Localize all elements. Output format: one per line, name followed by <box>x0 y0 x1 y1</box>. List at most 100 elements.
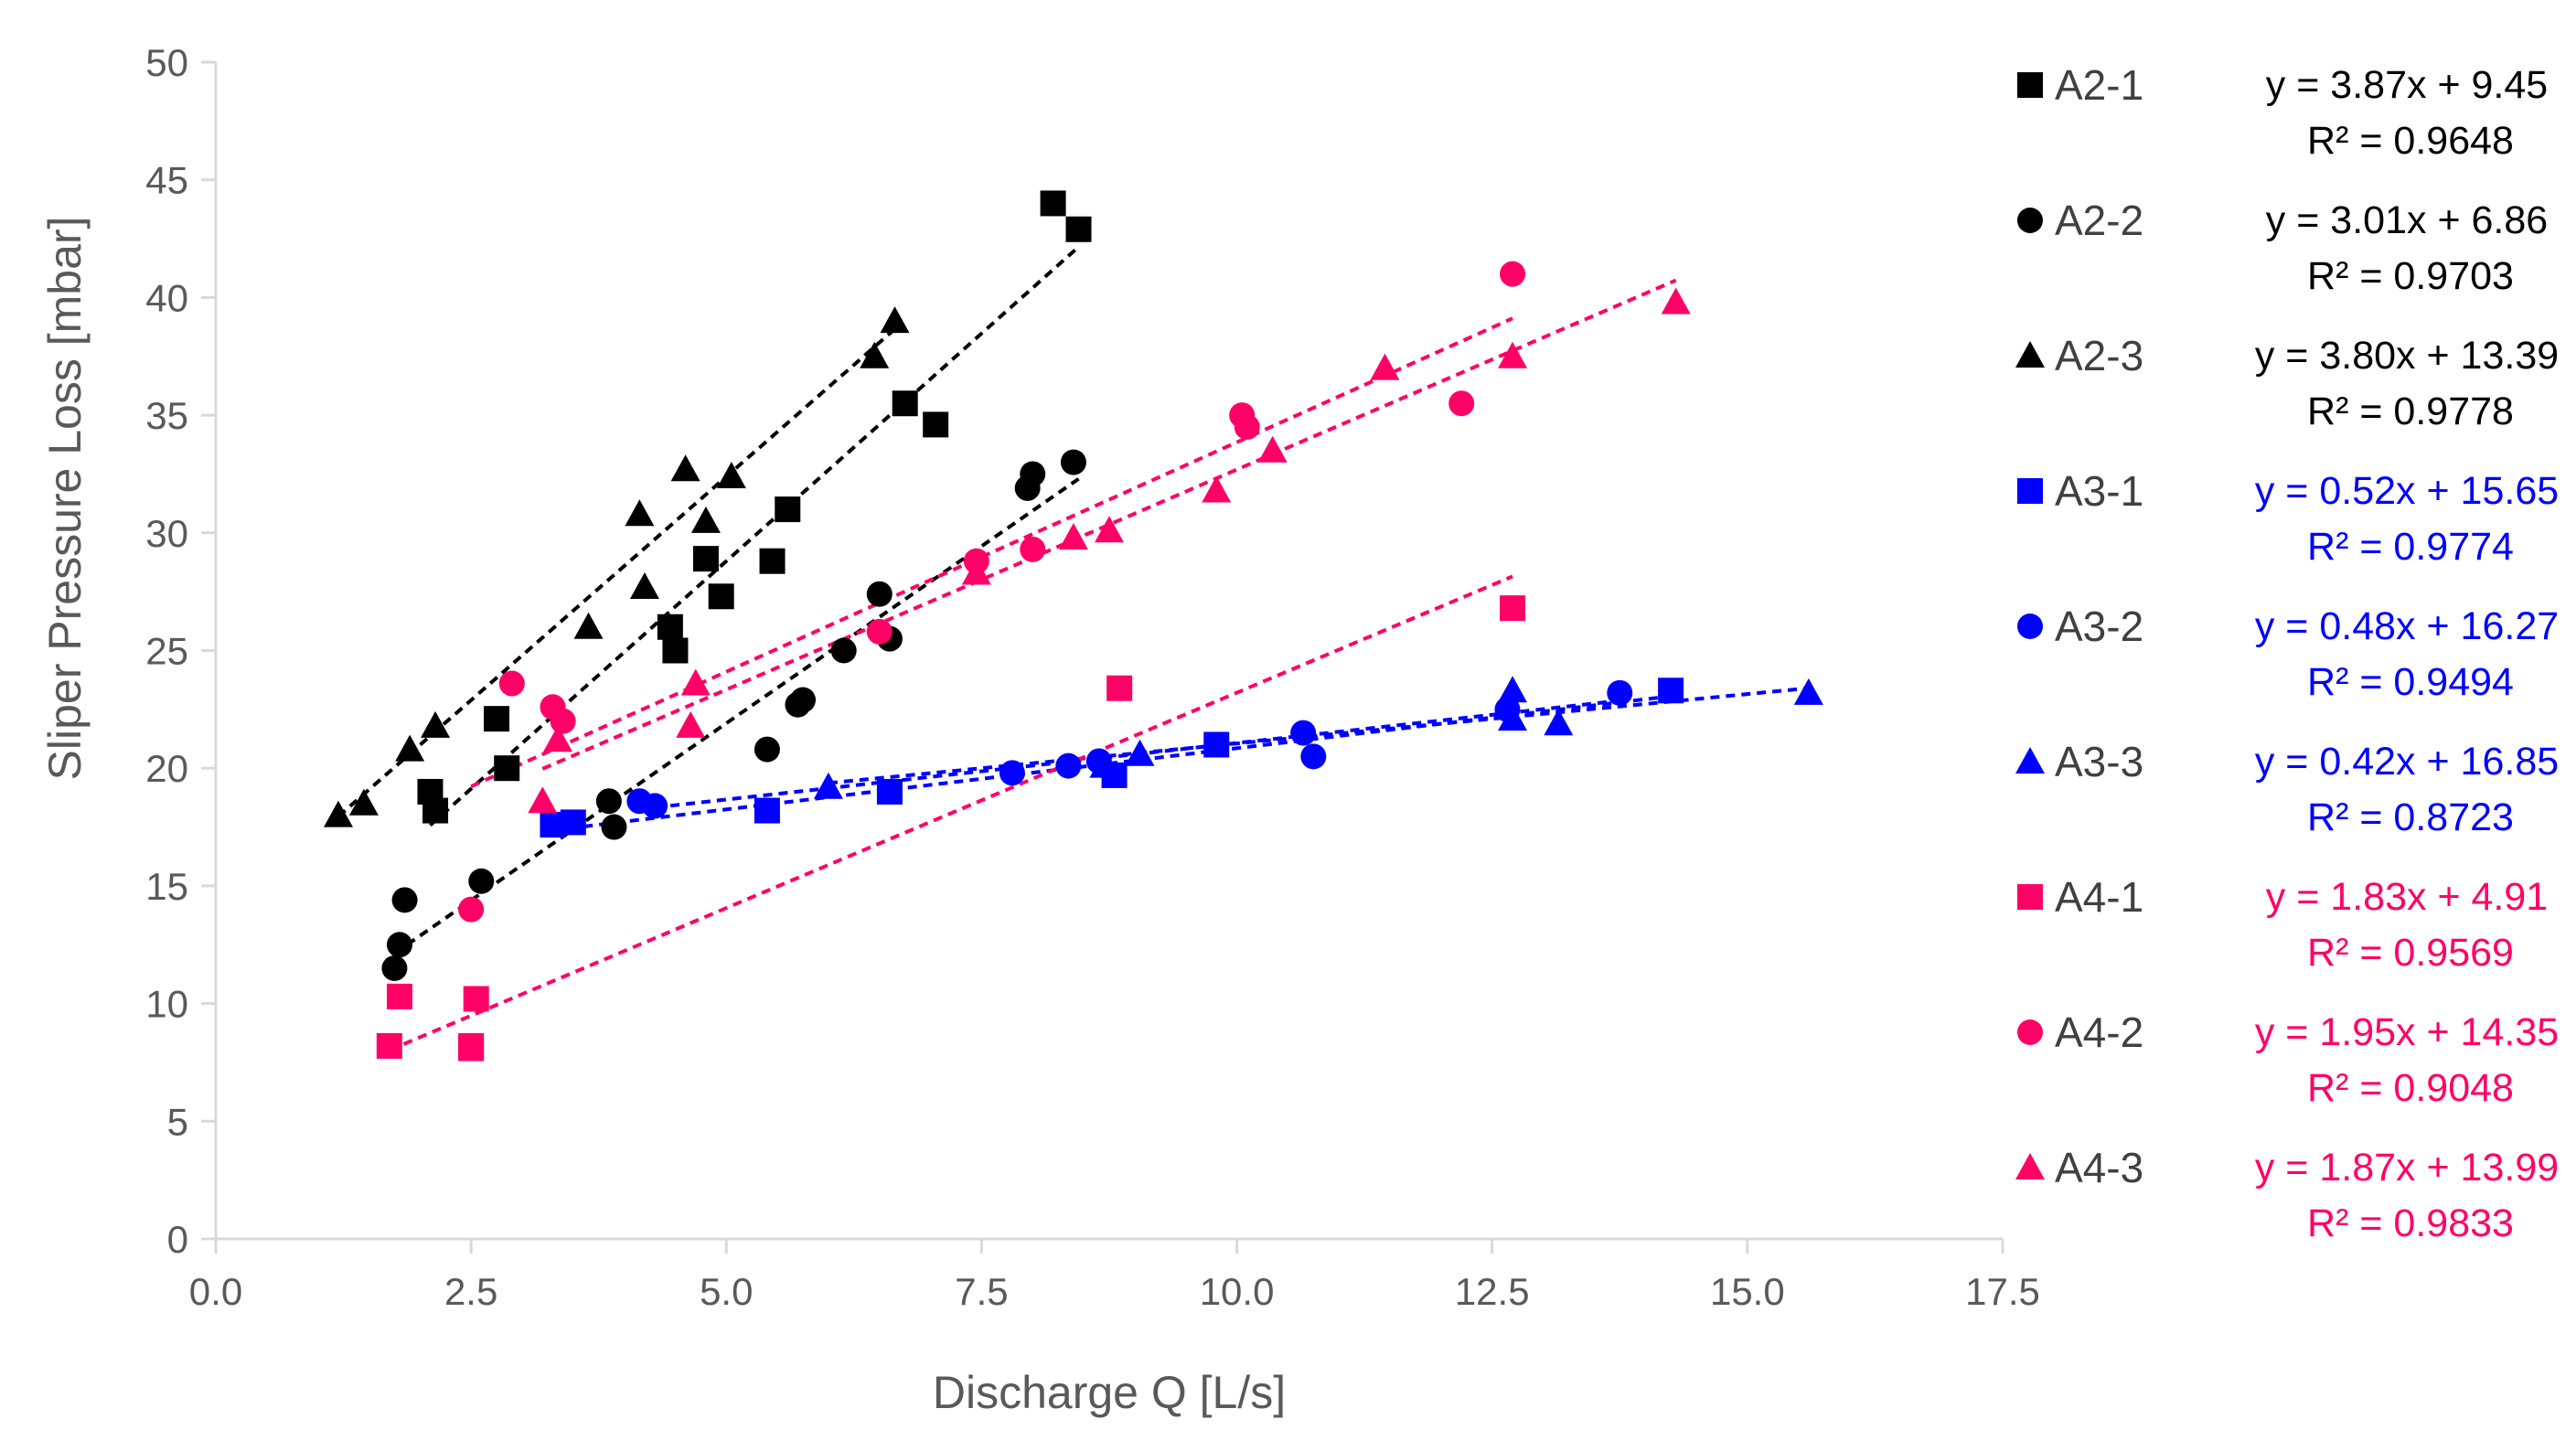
point-a2-2 <box>830 637 857 664</box>
legend-label: A3-1 <box>2055 467 2143 515</box>
point-a4-2 <box>1500 261 1526 287</box>
legend-entry-a3-1: A3-1 y = 0.52x + 15.65 R² = 0.9774 <box>2017 467 2559 569</box>
x-tick-label: 17.5 <box>1965 1270 2040 1313</box>
point-a4-3 <box>543 725 573 752</box>
trendline-equation: y = 1.83x + 4.91 <box>2266 875 2548 919</box>
y-tick-label: 45 <box>145 159 188 202</box>
y-tick-label: 20 <box>145 747 188 790</box>
trendline-a4-1 <box>389 574 1513 1052</box>
point-a4-3 <box>1498 341 1528 368</box>
legend-marker-a4-3 <box>2015 1153 2045 1179</box>
trendlines <box>337 245 1810 1052</box>
point-a3-3 <box>1498 704 1528 731</box>
point-a2-1 <box>1040 190 1066 217</box>
y-tick-label: 10 <box>145 983 188 1026</box>
y-tick-label: 5 <box>167 1100 188 1143</box>
x-tick-label: 2.5 <box>444 1270 497 1313</box>
point-a3-2 <box>1055 752 1082 779</box>
point-a4-1 <box>1500 595 1526 622</box>
point-a2-1 <box>708 583 734 610</box>
legend-entry-a4-3: A4-3 y = 1.87x + 13.99 R² = 0.9833 <box>2015 1144 2559 1245</box>
y-tick-label: 15 <box>145 865 188 908</box>
point-a2-2 <box>391 887 418 913</box>
y-axis-title: Sliper Pressure Loss [mbar] <box>39 217 91 781</box>
point-a2-2 <box>381 955 408 981</box>
point-a4-3 <box>1257 435 1288 463</box>
point-a4-3 <box>961 558 991 585</box>
trendline-equation: y = 1.95x + 14.35 <box>2255 1010 2559 1054</box>
point-a2-1 <box>923 411 949 438</box>
point-a4-3 <box>528 786 558 814</box>
point-a2-1 <box>759 548 786 574</box>
trendline-r2: R² = 0.9778 <box>2307 390 2514 433</box>
point-a4-3 <box>676 710 706 738</box>
point-a4-3 <box>680 668 711 696</box>
point-a3-3 <box>1089 751 1119 778</box>
point-a3-2 <box>1290 720 1317 746</box>
point-a4-2 <box>1020 536 1046 562</box>
trendline-equation: y = 3.01x + 6.86 <box>2266 198 2548 242</box>
legend-marker-a3-3 <box>2015 747 2045 774</box>
trendline-equation: y = 0.48x + 16.27 <box>2255 604 2559 648</box>
point-a2-2 <box>754 736 780 763</box>
point-a4-2 <box>498 670 525 697</box>
x-tick-label: 15.0 <box>1710 1270 1785 1313</box>
point-a3-3 <box>1498 676 1528 703</box>
point-a3-3 <box>1125 739 1155 766</box>
point-a2-1 <box>484 706 510 732</box>
legend-entry-a2-1: A2-1 y = 3.87x + 9.45 R² = 0.9648 <box>2017 61 2548 163</box>
point-a2-2 <box>1020 461 1046 487</box>
legend-label: A3-2 <box>2055 603 2143 650</box>
point-a4-2 <box>1234 413 1260 440</box>
x-tick-label: 10.0 <box>1200 1270 1275 1313</box>
point-a3-1 <box>1203 731 1230 758</box>
y-tick-label: 25 <box>145 630 188 673</box>
legend-marker-a4-1 <box>2017 884 2043 910</box>
x-tick-label: 5.0 <box>700 1270 753 1313</box>
point-a2-3 <box>323 800 353 827</box>
trendline-a4-2 <box>470 316 1513 788</box>
point-a4-2 <box>458 896 485 923</box>
legend-label: A3-3 <box>2055 738 2143 785</box>
point-a3-3 <box>813 772 843 799</box>
point-a2-2 <box>595 788 622 815</box>
x-tick-label: 7.5 <box>955 1270 1008 1313</box>
legend-entry-a2-2: A2-2 y = 3.01x + 6.86 R² = 0.9703 <box>2017 197 2548 298</box>
point-a2-1 <box>1065 216 1092 242</box>
trendline-a2-1 <box>429 245 1080 827</box>
point-a4-3 <box>1202 475 1232 503</box>
point-a3-2 <box>999 760 1025 786</box>
legend-marker-a2-2 <box>2017 208 2043 233</box>
legend-entry-a4-1: A4-1 y = 1.83x + 4.91 R² = 0.9569 <box>2017 873 2548 975</box>
data-points <box>323 190 1823 1062</box>
point-a4-2 <box>550 708 576 734</box>
trendline-r2: R² = 0.9569 <box>2307 931 2514 975</box>
x-tick-label: 12.5 <box>1455 1270 1530 1313</box>
legend-label: A2-3 <box>2055 332 2143 379</box>
trendline-a3-3 <box>828 686 1810 785</box>
point-a4-1 <box>458 1032 485 1059</box>
legend-marker-a2-1 <box>2017 72 2043 98</box>
point-a3-1 <box>560 809 586 836</box>
legend-entry-a2-3: A2-3 y = 3.80x + 13.39 R² = 0.9778 <box>2015 332 2559 433</box>
point-a2-1 <box>657 614 683 640</box>
legend-label: A2-1 <box>2055 61 2143 109</box>
y-tick-label: 30 <box>145 512 188 555</box>
point-a2-3 <box>860 341 890 368</box>
trendline-equation: y = 1.87x + 13.99 <box>2255 1146 2559 1190</box>
point-a2-1 <box>494 755 520 782</box>
point-a3-1 <box>1658 678 1684 704</box>
point-a3-1 <box>876 778 903 805</box>
axes <box>214 62 2003 1241</box>
trendline-a2-3 <box>337 327 896 818</box>
point-a2-2 <box>601 814 627 840</box>
trendline-r2: R² = 0.9833 <box>2307 1201 2514 1245</box>
point-a4-3 <box>1095 516 1124 543</box>
trendline-r2: R² = 0.9774 <box>2307 525 2514 569</box>
y-tick-label: 40 <box>145 276 188 319</box>
point-a3-1 <box>754 797 780 824</box>
trendline-r2: R² = 0.8723 <box>2307 795 2514 839</box>
point-a2-2 <box>790 687 817 713</box>
point-a2-3 <box>716 462 746 489</box>
